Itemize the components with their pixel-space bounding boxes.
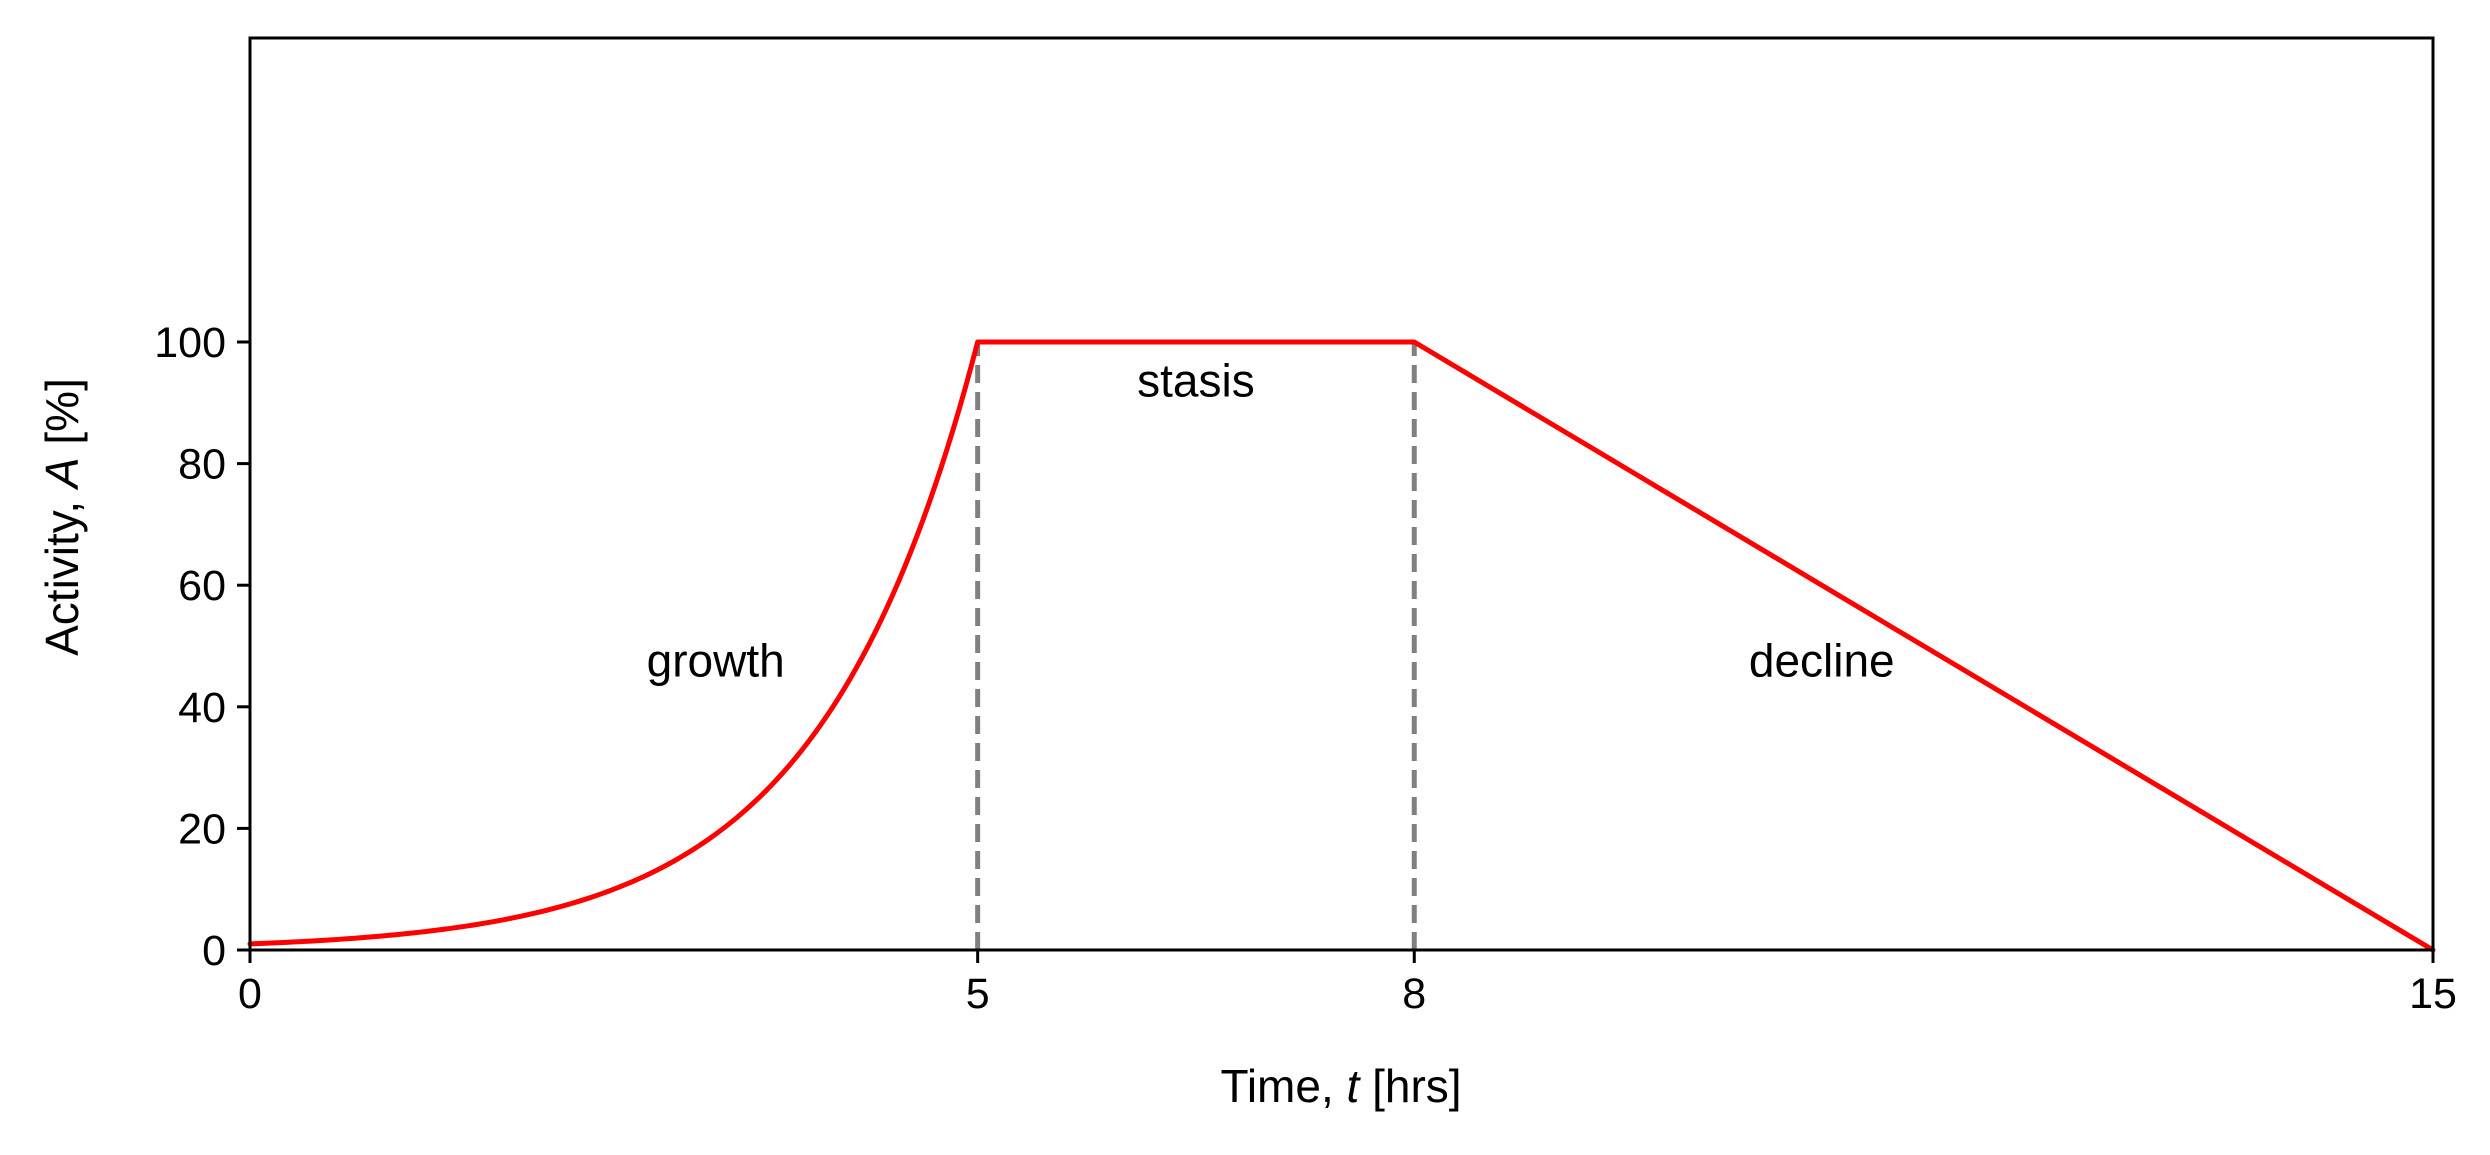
y-tick-label: 60 xyxy=(178,562,226,610)
y-tick-label: 0 xyxy=(202,927,226,975)
annotation-decline: decline xyxy=(1749,634,1895,686)
y-tick-label: 20 xyxy=(178,805,226,853)
x-tick-label: 0 xyxy=(238,970,262,1018)
y-tick-label: 80 xyxy=(178,441,226,489)
x-tick-label: 15 xyxy=(2409,970,2457,1018)
x-tick-label: 8 xyxy=(1402,970,1426,1018)
x-tick-label: 5 xyxy=(966,970,990,1018)
y-tick-label: 40 xyxy=(178,684,226,732)
plot-frame xyxy=(248,36,2435,952)
y-tick-label: 100 xyxy=(154,319,226,367)
x-axis-label: Time, t [hrs] xyxy=(1220,1060,1461,1112)
annotation-stasis: stasis xyxy=(1137,355,1255,407)
x-axis-ticks: 0 5 8 15 xyxy=(238,950,2457,1018)
plot-marks xyxy=(247,339,2436,953)
region-annotations: growth stasis decline xyxy=(647,355,1895,687)
annotation-growth: growth xyxy=(647,634,785,686)
y-axis-ticks: 0 20 40 60 80 100 xyxy=(154,319,250,975)
y-axis-label: Activity, A [%] xyxy=(36,378,88,656)
series-line-0 xyxy=(247,339,2436,953)
